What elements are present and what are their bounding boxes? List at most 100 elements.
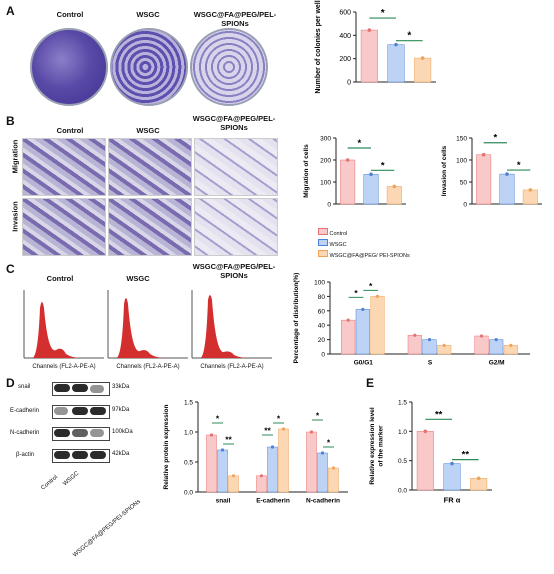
y-tick-label: 1.0: [398, 429, 407, 436]
bar: [370, 296, 385, 355]
y-axis-label: Percentage of distribution(%): [293, 273, 300, 364]
y-tick-label: 40: [318, 323, 326, 330]
sig-marker: *: [354, 288, 358, 298]
data-point: [346, 318, 350, 322]
data-point: [369, 172, 373, 177]
data-point: [476, 476, 481, 481]
western-blot: snail E-cadherin N-cadherin β-actin 33kD…: [0, 376, 150, 558]
micrograph-invasion-wsgc: [108, 198, 192, 256]
x-tick-label: snail: [216, 498, 231, 505]
y-tick-label: 20: [318, 337, 326, 344]
y-axis-label: Invasion of cells: [441, 145, 448, 196]
bar: [355, 309, 370, 355]
bar: [422, 339, 437, 355]
legend-item-wsgcfa: WSGC@FA@PEG/ PEI-SPIONs: [318, 250, 410, 261]
micrograph-migration-wsgcfa: [194, 138, 278, 196]
protein-label-ncad: N-cadherin: [10, 430, 40, 436]
y-axis-label: Migration of cells: [303, 144, 310, 198]
data-point: [367, 28, 372, 32]
data-point: [450, 461, 454, 466]
label-control-c: Control: [46, 274, 74, 283]
flow-axis-label-2: Channels (FL2-A-PE-A): [116, 364, 180, 370]
flow-axis-label-1: Channels (FL2-A-PE-A): [32, 364, 96, 370]
label-wsgcfa-a: WSGC@FA@PEG/PEL-SPIONs: [193, 10, 277, 28]
bar: [476, 154, 492, 205]
size-label-ncad: 100kDa: [112, 429, 133, 435]
y-tick-label: 100: [314, 280, 325, 287]
bar: [206, 434, 217, 493]
chart-protein: 0.0 0.5 1.0 1.5 Relative protein expression s…: [163, 400, 348, 505]
y-tick-label: 150: [456, 136, 467, 143]
protein-label-bactin: β-actin: [16, 452, 35, 458]
bar: [407, 335, 422, 355]
panel-label-e: E: [366, 376, 375, 390]
data-point: [413, 333, 417, 337]
bar: [363, 174, 379, 205]
bar: [228, 475, 239, 493]
data-point: [505, 172, 509, 176]
bar: [328, 467, 339, 493]
legend: Control WSGC WSGC@FA@PEG/ PEI-SPIONs: [318, 228, 410, 261]
y-tick-label: 0.0: [184, 490, 193, 497]
bar: [306, 431, 317, 493]
bar: [489, 339, 504, 355]
row-label-invasion: Invasion: [10, 201, 20, 232]
bar: [474, 335, 489, 355]
y-tick-label: 300: [320, 136, 331, 143]
data-point: [494, 338, 498, 342]
y-tick-label: 100: [456, 158, 467, 165]
chart-cellcycle: 0 20 40 60 80 100 Percentage of distribution(%…: [293, 273, 530, 367]
lane-label-wsgcfa: WSGC@FA@PEG/PEI-SPIONs: [72, 498, 142, 559]
y-tick-label: 1.0: [184, 430, 193, 437]
panel-label-d: D: [6, 376, 15, 390]
data-point: [361, 307, 365, 311]
label-wsgc-a: WSGC: [136, 10, 160, 19]
y-tick-label: 600: [339, 10, 351, 17]
data-point: [309, 430, 314, 434]
sig-marker: *: [381, 160, 385, 171]
lane-label-control: Control: [40, 474, 60, 492]
y-axis-label: Relative protein expression: [163, 405, 170, 490]
x-tick-label: N-cadherin: [306, 498, 340, 505]
row-label-migration: Migration: [10, 139, 20, 174]
label-wsgcfa-c: WSGC@FA@PEG/PEL-SPIONs: [192, 262, 276, 280]
bar: [499, 173, 515, 205]
protein-label-ecad: E-cadherin: [10, 408, 40, 414]
y-tick-label: 0: [321, 352, 325, 359]
bar: [341, 319, 356, 355]
bar: [267, 446, 278, 493]
micrograph-invasion-wsgcfa: [194, 198, 278, 256]
size-label-ecad: 97kDa: [112, 407, 130, 413]
panel-label-c: C: [6, 262, 15, 276]
label-control-a: Control: [56, 10, 84, 19]
data-point: [375, 294, 380, 298]
y-tick-label: 0: [327, 202, 331, 209]
data-point: [394, 42, 398, 47]
y-tick-label: 0.0: [398, 488, 407, 495]
label-control-b: Control: [56, 126, 84, 135]
sig-marker: **: [264, 426, 271, 436]
data-point: [209, 433, 214, 437]
y-tick-label: 1.5: [184, 400, 193, 407]
data-point: [509, 343, 513, 347]
y-tick-label: 400: [339, 33, 351, 40]
colony-dish-control: [30, 28, 108, 106]
panel-label-b: B: [6, 114, 15, 128]
micrograph-migration-control: [22, 138, 106, 196]
chart-fralpha: 0.0 0.5 1.0 1.5 Relative expression level of …: [369, 400, 492, 505]
sig-marker: *: [407, 31, 411, 42]
sig-marker: *: [277, 414, 281, 424]
y-tick-label: 1.5: [398, 400, 407, 407]
data-point: [281, 427, 286, 431]
x-tick-label: E-cadherin: [256, 498, 290, 505]
y-tick-label: 80: [318, 294, 326, 301]
y-tick-label: 0.5: [184, 460, 193, 467]
y-tick-label: 200: [339, 56, 351, 63]
x-axis-label: FR α: [444, 496, 461, 505]
y-tick-label: 60: [318, 308, 326, 315]
bar: [278, 428, 289, 493]
sig-marker: *: [327, 438, 331, 448]
lane-label-wsgc: WSGC: [62, 470, 81, 488]
chart-migration: 0 100 200 300 Migration of cells * *: [303, 136, 406, 209]
label-wsgc-b: WSGC: [136, 126, 160, 135]
